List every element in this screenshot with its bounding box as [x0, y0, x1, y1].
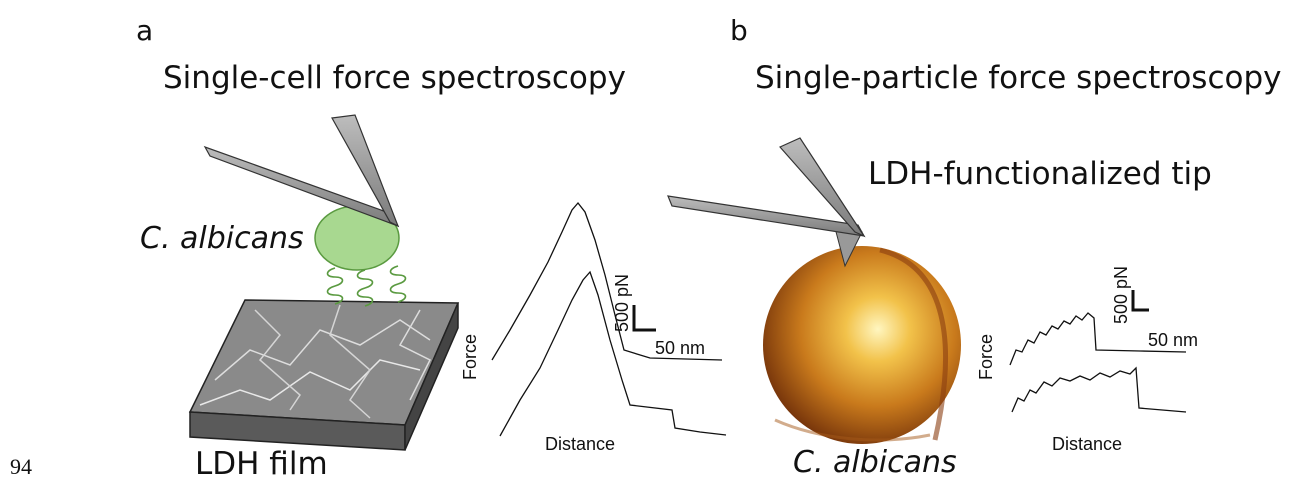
- tip-label: LDH-functionalized tip: [868, 156, 1212, 192]
- panel-title: Single-cell force spectroscopy: [163, 60, 626, 96]
- cell-image: [763, 246, 961, 444]
- springs: [326, 265, 407, 307]
- distance-scale: 50 nm: [1148, 330, 1198, 350]
- cantilever: [203, 114, 400, 228]
- force-curve: [499, 270, 727, 437]
- x-axis-label: Distance: [545, 434, 615, 454]
- cell-label: C. albicans: [793, 445, 957, 480]
- y-axis-label: Force: [460, 334, 480, 380]
- film: [188, 299, 460, 451]
- panel-label: b: [730, 14, 748, 47]
- panel-label: a: [136, 14, 153, 47]
- force-scale: 500 pN: [1111, 266, 1131, 324]
- x-axis-label: Distance: [1052, 434, 1122, 454]
- substrate-label: LDH film: [195, 446, 328, 481]
- force-curve: [1011, 366, 1187, 413]
- panel-title: Single-particle force spectroscopy: [755, 60, 1282, 96]
- scale-bar: [1131, 290, 1149, 312]
- distance-scale: 50 nm: [655, 338, 705, 358]
- cell-label: C. albicans: [140, 221, 304, 256]
- scale-bar: [632, 305, 656, 332]
- force-scale: 500 pN: [612, 274, 632, 332]
- line-number: 94: [10, 454, 32, 479]
- y-axis-label: Force: [976, 334, 996, 380]
- force-curve: [491, 201, 723, 361]
- force-curve: [1009, 312, 1187, 366]
- cantilever: [667, 137, 866, 268]
